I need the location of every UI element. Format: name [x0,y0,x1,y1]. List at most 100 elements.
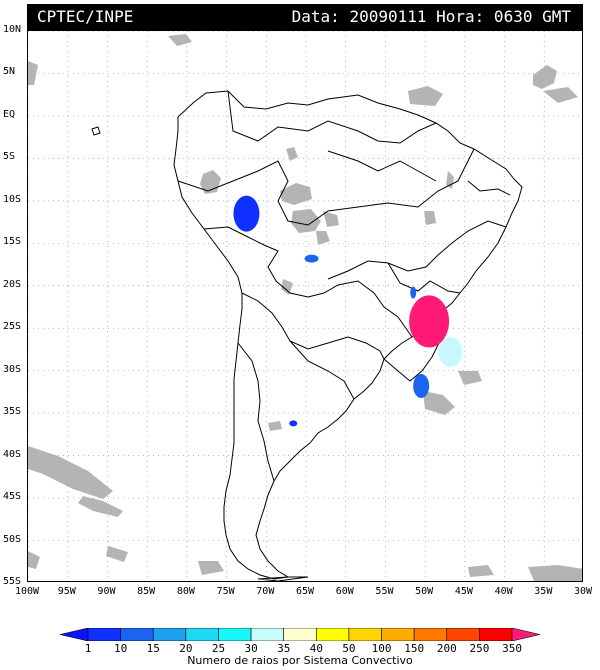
lon-label: 75W [216,586,235,597]
cloud-patch [28,61,38,85]
cloud-patch [408,86,443,106]
lon-label: 45W [454,586,473,597]
cloud-patch [291,209,321,233]
cloud-patch [423,391,455,415]
cloud-patch [78,496,123,517]
colorbar-segment [185,628,219,641]
cloud-patch [198,561,224,575]
lat-label: 15S [3,236,22,248]
colorbar-label: 25 [211,642,226,655]
lon-label: 95W [57,586,76,597]
country-border [327,220,507,280]
colorbar-segment [381,628,415,641]
colorbar-segment [218,628,252,641]
cloud-patch [468,565,494,577]
lat-label: 10S [3,193,22,205]
colorbar-label: 10 [114,642,128,655]
lon-label: 100W [15,586,40,597]
colorbar-segment [87,628,121,641]
storm-rio-grande[interactable] [413,373,430,398]
cloud-patch [28,446,113,499]
colorbar-caption: Numero de raios por Sistema Convectivo [187,654,413,667]
cloud-patch [106,546,128,562]
storm-sao-paulo-complex[interactable] [409,295,450,348]
lightning-storms [233,195,463,427]
lat-label: 20S [3,278,22,290]
cloud-patch [424,211,436,225]
country-border [327,150,437,182]
title-bar: CPTEC/INPE Data: 20090111 Hora: 0630 GMT [27,4,583,30]
colorbar-label: 30 [244,642,258,655]
lon-label: 55W [375,586,394,597]
colorbar-segment [511,628,540,641]
colorbar-segment [120,628,154,641]
lon-label: 85W [137,586,156,597]
cloud-patch [280,183,312,205]
cloud-patch [543,87,578,103]
storm-argentina[interactable] [289,420,298,427]
colorbar-segment [479,628,513,641]
storm-peru-bolivia[interactable] [233,195,260,232]
colorbar-segment [60,628,89,641]
colorbar-label: 200 [436,642,457,655]
cloud-patch [281,279,293,295]
lon-label: 65W [296,586,315,597]
lon-label: 35W [534,586,553,597]
lon-label: 60W [335,586,354,597]
lon-label: 90W [97,586,116,597]
south-america-coast [173,90,523,580]
colorbar-label: 35 [277,642,291,655]
colorbar-label: 50 [342,642,356,655]
cloud-patch [323,211,339,227]
lon-label: 70W [256,586,275,597]
lightning-colorbar [60,628,540,641]
colorbar-label: 15 [146,642,160,655]
agency-label: CPTEC/INPE [37,7,134,26]
lat-label: 45S [3,491,22,503]
country-border [467,180,511,196]
country-border [289,340,355,400]
lat-label: 55S [3,576,22,587]
cloud-patch [528,565,582,581]
colorbar-label: 350 [502,642,522,655]
cloud-patch [458,371,482,385]
lon-label: 30W [574,586,593,597]
country-border [177,148,475,226]
storm-atlantic-cyan[interactable] [438,337,463,368]
colorbar-label: 150 [404,642,425,655]
colorbar-segment [348,628,382,641]
cloud-layer [28,34,582,581]
lightning-map [28,31,582,581]
colorbar-segment [283,628,317,641]
cloud-patch [316,231,330,245]
storm-parana-small[interactable] [410,286,417,299]
lat-label: 50S [3,533,22,545]
colorbar-segment [152,628,187,641]
lat-label: 35S [3,406,22,418]
lat-label: 25S [3,321,22,333]
country-border [387,262,461,294]
country-border [203,226,413,338]
colorbar-label: 20 [179,642,193,655]
cloud-patch [28,551,40,569]
storm-bolivia-east[interactable] [304,254,319,263]
colorbar-label: 100 [371,642,392,655]
cloud-patch [533,65,557,89]
lon-label: 80W [176,586,195,597]
datetime-label: Data: 20090111 Hora: 0630 GMT [291,7,571,26]
lat-label: 30S [3,363,22,375]
lat-label: 40S [3,448,22,460]
lat-label: 10N [3,24,22,35]
colorbar-label: 250 [469,642,490,655]
colorbar-segment [316,628,350,641]
island [257,576,309,581]
lat-label: 5N [3,66,16,78]
colorbar-label: 40 [309,642,323,655]
lat-lon-grid [28,31,582,581]
map-frame[interactable] [27,30,583,582]
country-border [241,292,385,360]
lon-label: 50W [415,586,434,597]
island [91,126,101,136]
lon-label: 40W [494,586,513,597]
colorbar-segment [250,628,284,641]
